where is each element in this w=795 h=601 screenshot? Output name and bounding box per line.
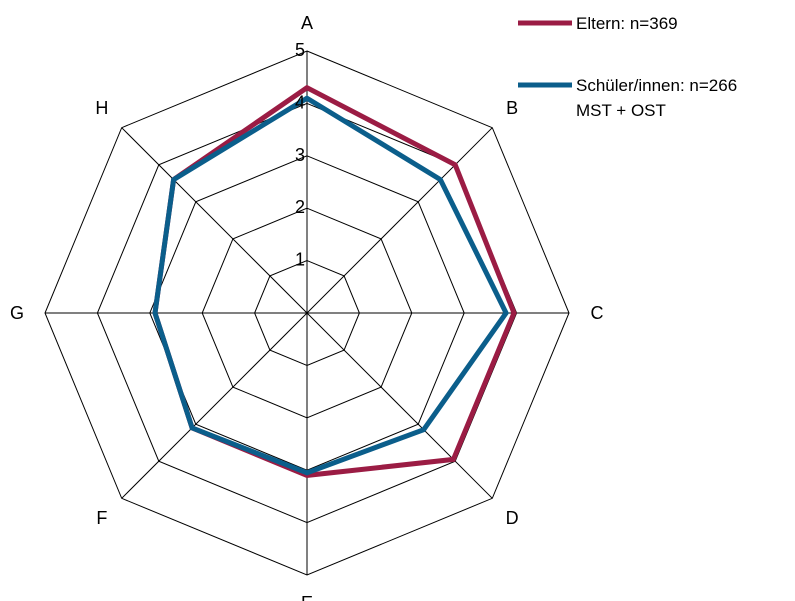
axis-label-A: A	[301, 13, 313, 33]
spoke-F	[121, 312, 308, 499]
spoke-H	[121, 127, 308, 314]
legend-label-eltern: Eltern: n=369	[576, 14, 678, 33]
tick-label-2: 2	[295, 197, 305, 217]
legend-label-schueler: Schüler/innen: n=266	[576, 76, 737, 95]
axis-label-D: D	[506, 508, 519, 528]
spoke-B	[306, 127, 493, 314]
legend-note: MST + OST	[576, 101, 666, 120]
tick-label-5: 5	[295, 40, 305, 60]
axis-label-B: B	[506, 98, 518, 118]
series-layer	[152, 84, 517, 478]
series-line-1	[152, 95, 509, 476]
axis-label-G: G	[10, 303, 24, 323]
axis-label-E: E	[301, 593, 313, 601]
tick-label-4: 4	[295, 92, 305, 112]
tick-labels: 1 2 3 4 5	[295, 40, 305, 270]
axis-label-C: C	[591, 303, 604, 323]
series-line-0	[152, 84, 517, 478]
axis-label-H: H	[95, 98, 108, 118]
legend: Eltern: n=369 Schüler/innen: n=266 MST +…	[518, 14, 737, 120]
axis-labels: A B C D E F G H	[10, 13, 604, 601]
tick-label-1: 1	[295, 250, 305, 270]
axis-label-F: F	[96, 508, 107, 528]
tick-label-3: 3	[295, 145, 305, 165]
spoke-D	[306, 312, 493, 499]
grid	[44, 50, 570, 576]
